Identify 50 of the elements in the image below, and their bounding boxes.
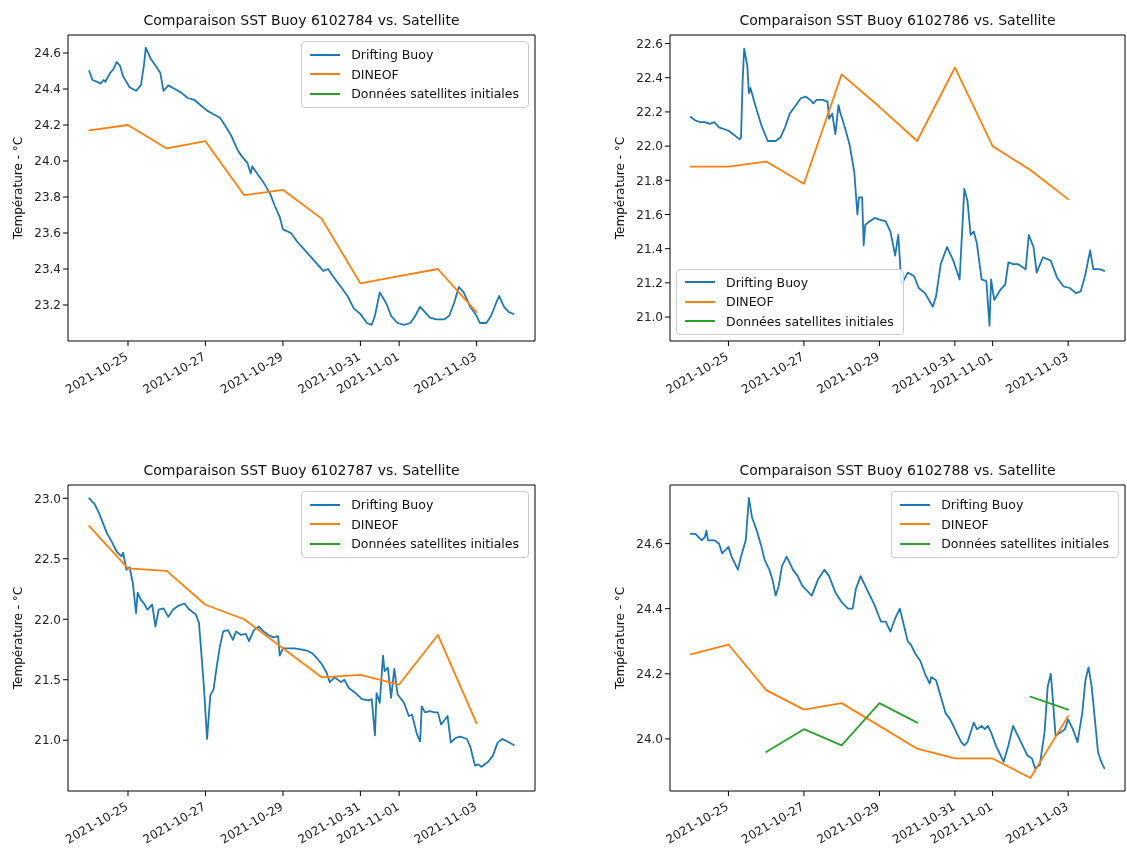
y-axis-title: Température - °C: [613, 586, 627, 690]
legend-label: Données satellites initiales: [726, 313, 894, 329]
y-tick-label: 24.2: [636, 667, 663, 682]
y-axis-title: Température - °C: [613, 136, 627, 240]
y-tick-label: 22.0: [636, 139, 663, 154]
y-tick-label: 22.0: [34, 612, 61, 627]
y-tick-label: 21.4: [636, 241, 663, 256]
y-tick-label: 24.6: [636, 536, 663, 551]
y-tick-label: 24.2: [34, 118, 61, 133]
y-tick-label: 23.8: [34, 190, 61, 205]
y-axis-title: Température - °C: [11, 136, 25, 240]
legend-label: Données satellites initiales: [351, 536, 519, 552]
line-series: [689, 47, 1106, 327]
y-tick-label: 21.2: [636, 276, 663, 291]
line-series: [689, 643, 1070, 779]
chart-title: Comparaison SST Buoy 6102784 vs. Satellite: [142, 12, 461, 28]
y-tick-label: 23.2: [34, 298, 61, 313]
y-tick-label: 21.6: [636, 207, 663, 222]
y-tick-label: 24.0: [34, 154, 61, 169]
y-tick-label: 22.5: [34, 552, 61, 567]
y-tick-label: 22.4: [636, 71, 663, 85]
chart-title: Comparaison SST Buoy 6102786 vs. Satellite: [738, 12, 1057, 28]
legend-label: Drifting Buoy: [941, 497, 1024, 513]
y-tick-label: 24.4: [636, 601, 663, 616]
legend-label: DINEOF: [351, 516, 399, 532]
legend-label: Données satellites initiales: [941, 536, 1109, 552]
y-tick-label: 21.8: [636, 173, 663, 188]
y-tick-label: 21.0: [636, 310, 663, 325]
legend-label: Drifting Buoy: [726, 274, 809, 290]
y-tick-label: 23.4: [34, 262, 61, 277]
legend-label: Drifting Buoy: [351, 497, 434, 513]
y-tick-label: 22.2: [636, 105, 663, 120]
y-tick-label: 24.4: [34, 82, 61, 97]
line-series: [88, 124, 478, 314]
y-tick-label: 24.0: [636, 732, 663, 747]
legend-label: DINEOF: [941, 516, 989, 532]
y-tick-label: 21.0: [34, 733, 61, 748]
chart-title: Comparaison SST Buoy 6102788 vs. Satellite: [738, 462, 1057, 478]
y-axis-title: Température - °C: [11, 586, 25, 690]
legend-label: DINEOF: [726, 294, 774, 310]
y-tick-label: 23.6: [34, 226, 61, 241]
legend-label: Données satellites initiales: [351, 86, 519, 102]
y-tick-label: 21.5: [34, 672, 61, 687]
legend-label: Drifting Buoy: [351, 47, 434, 63]
y-tick-label: 22.6: [636, 36, 663, 51]
chart-title: Comparaison SST Buoy 6102787 vs. Satellite: [142, 462, 461, 478]
line-series: [689, 66, 1070, 201]
legend-label: DINEOF: [351, 66, 399, 82]
y-tick-label: 24.6: [34, 46, 61, 61]
y-tick-label: 23.0: [34, 491, 61, 506]
